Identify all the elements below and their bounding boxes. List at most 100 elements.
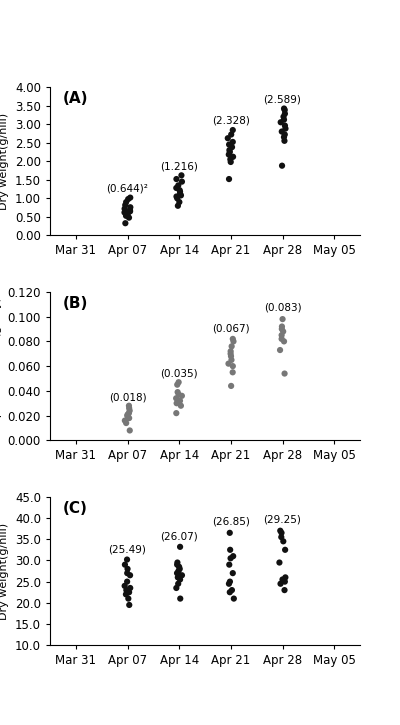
Point — [176, 196, 182, 208]
Point — [231, 593, 237, 605]
Text: (25.49): (25.49) — [108, 544, 146, 554]
Text: (0.067): (0.067) — [212, 324, 250, 334]
Point — [173, 582, 180, 594]
Point — [282, 129, 288, 141]
Point — [276, 557, 283, 568]
Point — [173, 392, 179, 404]
Point — [278, 125, 285, 137]
Point — [229, 141, 235, 153]
Y-axis label: Dry weight(g/hill): Dry weight(g/hill) — [0, 523, 10, 620]
Point — [226, 527, 233, 539]
Point — [280, 326, 286, 337]
Point — [279, 573, 286, 585]
Text: (26.85): (26.85) — [212, 516, 250, 526]
Point — [230, 136, 236, 148]
Point — [226, 559, 232, 571]
Point — [126, 402, 132, 414]
Point — [178, 400, 184, 412]
Point — [282, 120, 288, 131]
Point — [281, 584, 288, 596]
Point — [177, 573, 183, 585]
Point — [228, 354, 235, 365]
Point — [177, 188, 183, 199]
Point — [127, 192, 134, 204]
Point — [176, 389, 182, 400]
Point — [230, 336, 237, 347]
Point — [123, 584, 130, 596]
Point — [282, 576, 288, 587]
Point — [124, 409, 131, 420]
Point — [124, 568, 130, 579]
Point — [177, 186, 183, 197]
Point — [225, 358, 232, 370]
Point — [122, 559, 128, 571]
Point — [228, 380, 234, 392]
Point — [123, 418, 129, 429]
Point — [228, 129, 234, 141]
Y-axis label: Crop Growth Rate(g/day): Crop Growth Rate(g/day) — [0, 297, 2, 436]
Point — [127, 569, 133, 581]
Point — [279, 323, 285, 335]
Point — [122, 415, 128, 426]
Point — [278, 333, 285, 344]
Text: (0.035): (0.035) — [160, 368, 198, 378]
Text: (C): (C) — [62, 501, 87, 516]
Point — [176, 184, 183, 196]
Point — [282, 108, 288, 120]
Point — [226, 138, 232, 150]
Point — [126, 425, 133, 436]
Point — [179, 176, 185, 188]
Point — [174, 568, 180, 579]
Point — [126, 413, 132, 424]
Point — [280, 536, 286, 547]
Point — [281, 336, 287, 347]
Point — [279, 160, 285, 172]
Point — [179, 390, 185, 402]
Point — [124, 576, 130, 587]
Point — [176, 561, 182, 573]
Point — [175, 200, 181, 212]
Text: (26.07): (26.07) — [160, 531, 198, 542]
Point — [278, 329, 285, 341]
Point — [227, 146, 233, 158]
Point — [125, 593, 132, 605]
Point — [230, 550, 236, 562]
Point — [124, 410, 130, 421]
Point — [125, 194, 131, 205]
Point — [227, 552, 234, 564]
Point — [174, 193, 180, 204]
Point — [122, 199, 128, 211]
Point — [126, 405, 133, 416]
Point — [124, 208, 131, 220]
Point — [228, 350, 234, 362]
Point — [230, 568, 236, 579]
Point — [282, 104, 288, 116]
Point — [230, 367, 236, 378]
Point — [227, 587, 233, 598]
Point — [174, 559, 180, 571]
Point — [278, 117, 284, 128]
Point — [228, 156, 234, 167]
Point — [175, 571, 181, 583]
Point — [229, 584, 235, 596]
Point — [127, 582, 134, 594]
Point — [173, 173, 180, 185]
Point — [226, 173, 232, 185]
Point — [123, 589, 129, 600]
Point — [176, 376, 182, 388]
Point — [123, 196, 129, 208]
Point — [122, 203, 128, 215]
Point — [226, 578, 232, 589]
Point — [178, 170, 185, 181]
Text: (2.328): (2.328) — [212, 115, 250, 125]
Point — [224, 133, 231, 144]
Point — [282, 571, 288, 583]
Point — [277, 578, 284, 589]
Point — [174, 557, 181, 568]
Point — [278, 531, 284, 543]
Point — [280, 111, 287, 123]
Text: (B): (B) — [62, 297, 88, 311]
Point — [281, 103, 287, 115]
Text: (0.644)²: (0.644)² — [106, 184, 148, 194]
Point — [230, 333, 236, 344]
